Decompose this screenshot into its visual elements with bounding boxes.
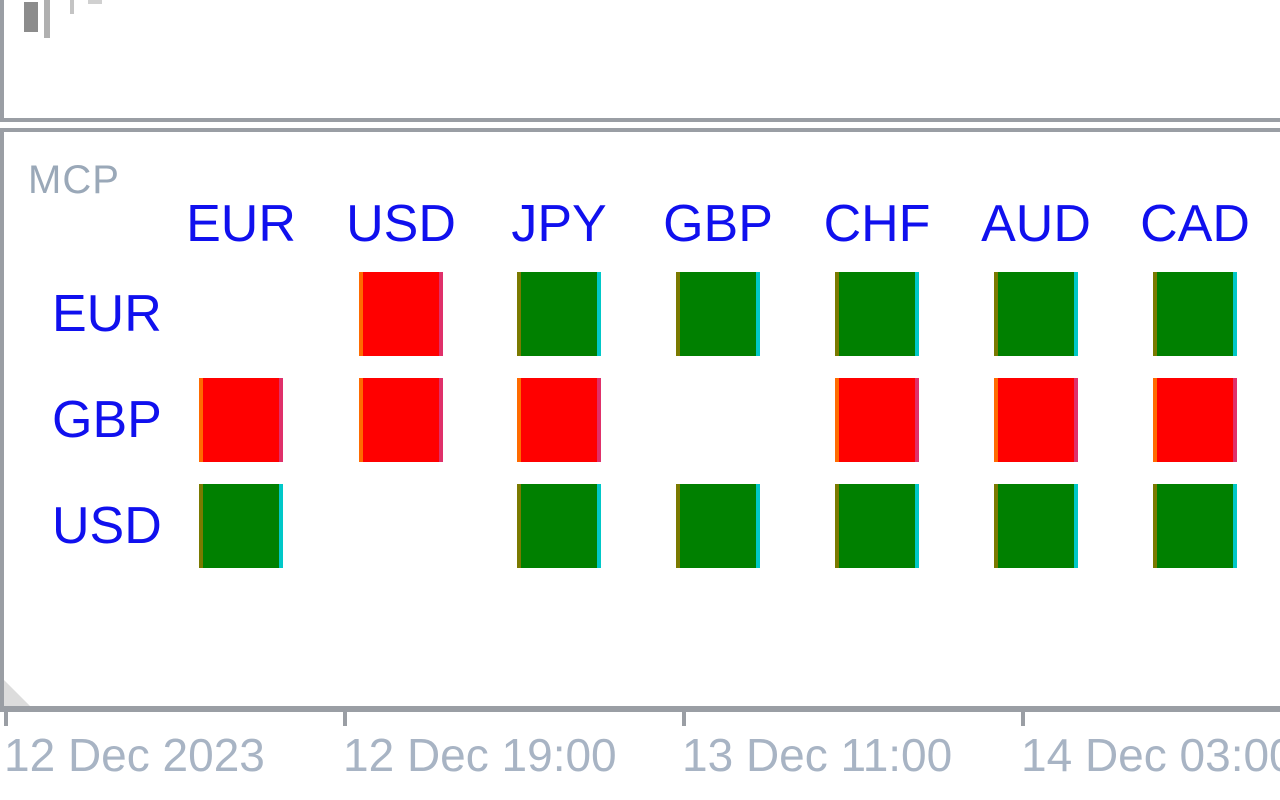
cell-gbp-usd-negative [359,378,443,462]
time-axis [0,706,1280,712]
column-header-aud: AUD [981,195,1091,253]
row-header-usd: USD [52,497,162,555]
candle-wick [44,0,50,38]
column-header-usd: USD [346,195,456,253]
column-header-eur: EUR [186,195,296,253]
row-header-gbp: GBP [52,391,162,449]
column-header-jpy: JPY [511,195,607,253]
time-label: 12 Dec 19:00 [343,729,617,781]
time-tick [1021,712,1025,726]
column-header-chf: CHF [823,195,931,253]
cell-usd-eur-positive [199,484,283,568]
time-label: 12 Dec 2023 [4,729,265,781]
time-label: 13 Dec 11:00 [682,729,953,781]
candle-wick [88,0,102,4]
cell-gbp-chf-negative [835,378,919,462]
pane-resize-grip[interactable] [4,680,30,706]
candle-body [24,2,38,32]
cell-eur-aud-positive [994,272,1078,356]
cell-gbp-aud-negative [994,378,1078,462]
cell-usd-cad-positive [1153,484,1237,568]
cell-gbp-jpy-negative [517,378,601,462]
cell-eur-usd-negative [359,272,443,356]
cell-eur-cad-positive [1153,272,1237,356]
cell-gbp-cad-negative [1153,378,1237,462]
cell-eur-chf-positive [835,272,919,356]
time-tick [343,712,347,726]
time-label: 14 Dec 03:00 [1021,729,1280,781]
cell-eur-jpy-positive [517,272,601,356]
cell-usd-aud-positive [994,484,1078,568]
pane-splitter[interactable] [0,118,1280,132]
cell-usd-chf-positive [835,484,919,568]
time-tick [4,712,8,726]
column-header-cad: CAD [1140,195,1250,253]
cell-gbp-eur-negative [199,378,283,462]
candle-wick [70,0,74,14]
cell-usd-jpy-positive [517,484,601,568]
indicator-name: MCP [28,158,120,202]
cell-eur-gbp-positive [676,272,760,356]
column-header-gbp: GBP [663,195,773,253]
time-tick [682,712,686,726]
cell-usd-gbp-positive [676,484,760,568]
row-header-eur: EUR [52,285,162,343]
price-chart-pane[interactable] [0,0,1280,120]
